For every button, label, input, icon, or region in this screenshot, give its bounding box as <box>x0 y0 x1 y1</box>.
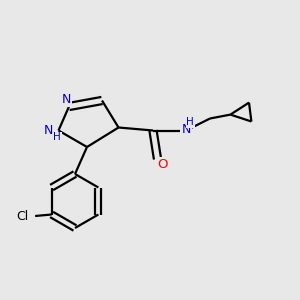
Text: O: O <box>158 158 168 171</box>
Text: N: N <box>181 122 191 136</box>
Text: N: N <box>43 124 53 137</box>
Text: Cl: Cl <box>16 209 28 223</box>
Text: H: H <box>186 117 194 127</box>
Text: N: N <box>62 93 71 106</box>
Text: H: H <box>53 132 61 142</box>
